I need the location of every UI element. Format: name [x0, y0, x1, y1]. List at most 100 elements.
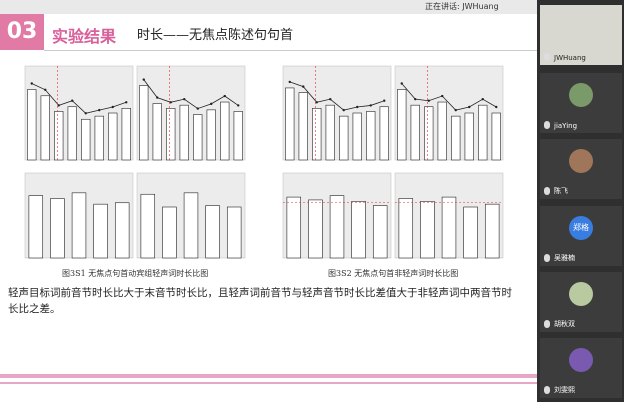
bar	[441, 196, 457, 259]
bar	[463, 206, 478, 259]
point	[495, 105, 498, 109]
bar	[437, 101, 447, 161]
avatar: 郑格	[569, 216, 593, 240]
trend-line	[289, 81, 385, 111]
speaking-indicator: 正在讲话: JWHuang	[425, 2, 499, 11]
trend-line	[143, 79, 239, 110]
participant-list	[537, 0, 624, 402]
point	[383, 99, 386, 102]
bar	[93, 203, 108, 259]
bar	[108, 112, 118, 161]
trend-line	[31, 83, 127, 114]
bar	[491, 112, 501, 161]
bar	[162, 206, 177, 259]
point	[169, 101, 172, 104]
bar	[193, 114, 203, 161]
point	[183, 97, 186, 101]
avatar	[569, 83, 593, 107]
point	[356, 105, 359, 109]
bar	[398, 198, 414, 259]
bar	[298, 92, 308, 161]
point	[454, 108, 457, 112]
point	[223, 94, 226, 98]
bar	[54, 111, 64, 161]
section-title: 实验结果	[52, 27, 117, 46]
bar	[50, 198, 65, 259]
bar	[424, 106, 434, 161]
bar	[451, 115, 461, 161]
bar	[312, 108, 322, 161]
bar	[233, 111, 243, 161]
bar	[286, 196, 302, 259]
bar	[226, 206, 242, 259]
point	[302, 85, 305, 88]
bar	[352, 112, 362, 161]
bar	[325, 104, 335, 161]
decor	[0, 382, 537, 384]
point	[125, 101, 128, 104]
body-text: 轻声目标词前音节时长比大于末音节时长比，且轻声词前音节与轻声音节时长比差值大于非…	[8, 287, 512, 315]
mic-icon	[544, 386, 550, 394]
participant-tile[interactable]: 刘雯熙	[540, 338, 622, 398]
bar	[140, 193, 156, 259]
figures	[24, 65, 504, 259]
point	[414, 97, 417, 101]
bar	[166, 108, 176, 161]
bar	[40, 95, 50, 161]
point	[98, 108, 101, 112]
bar	[205, 205, 220, 259]
point	[481, 97, 484, 101]
point	[84, 112, 87, 115]
participant-name: JWHuang	[554, 54, 586, 62]
point	[315, 101, 318, 104]
participant-tile[interactable]: 陈飞	[540, 139, 622, 199]
point	[156, 96, 159, 99]
bar	[94, 115, 104, 161]
bar	[179, 104, 189, 161]
participant-name: 吴雅楠	[554, 254, 575, 262]
bar	[81, 118, 91, 161]
bar	[28, 195, 44, 259]
bar	[339, 115, 349, 161]
figure-caption: 图3S2 无焦点句首非轻声词时长比图	[328, 269, 459, 278]
bar	[220, 101, 230, 161]
point	[71, 99, 74, 102]
point	[210, 102, 213, 106]
point	[400, 82, 403, 85]
bar	[206, 109, 216, 161]
bar	[329, 195, 345, 259]
mic-icon	[544, 121, 550, 129]
top-bar	[0, 0, 537, 14]
mic-icon	[544, 254, 550, 262]
decor	[0, 374, 537, 378]
bar	[285, 87, 295, 161]
point	[369, 104, 372, 107]
point	[288, 80, 291, 84]
point	[196, 107, 199, 110]
mic-icon	[544, 53, 550, 61]
participant-tile[interactable]: jiaYing	[540, 73, 622, 133]
avatar	[540, 5, 622, 65]
mic-icon	[544, 320, 550, 328]
bar	[397, 89, 407, 161]
participant-name: 胡秋双	[554, 320, 575, 328]
avatar	[569, 282, 593, 306]
participant-tile[interactable]: 胡秋双	[540, 272, 622, 332]
avatar	[569, 149, 593, 173]
bar	[121, 108, 131, 161]
avatar	[569, 348, 593, 372]
participant-tile[interactable]: JWHuang	[540, 5, 622, 65]
bar	[308, 199, 323, 259]
bar	[183, 192, 199, 259]
bar	[372, 205, 388, 259]
bar	[351, 201, 366, 259]
participant-name: 陈飞	[554, 187, 568, 195]
point	[142, 78, 145, 81]
point	[237, 104, 240, 107]
participant-tile[interactable]: 郑格吴雅楠	[540, 206, 622, 266]
bar	[71, 192, 87, 259]
slide-title: 时长——无焦点陈述句句首	[137, 28, 294, 43]
bar	[420, 201, 435, 259]
bar	[379, 106, 389, 161]
